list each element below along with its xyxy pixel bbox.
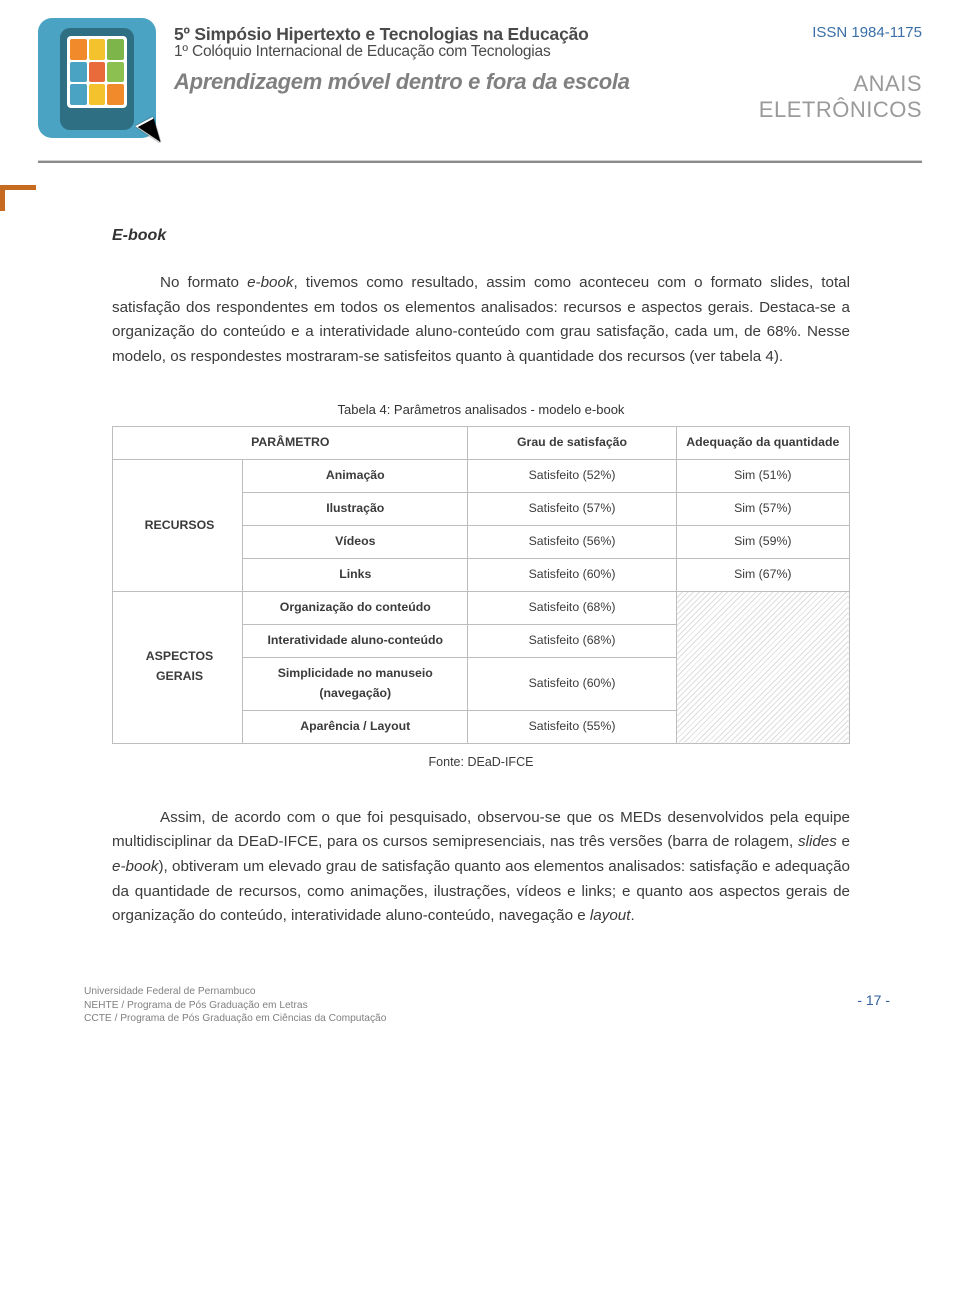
section-heading: E-book [112,223,850,249]
event-title-2: 1º Colóquio Internacional de Educação co… [174,43,674,61]
param-adeq: Sim (57%) [676,493,849,526]
param-grau: Satisfeito (60%) [468,559,676,592]
p2-g: . [630,907,634,924]
param-adeq: Sim (59%) [676,526,849,559]
anais-text: ANAIS ELETRÔNICOS [692,71,922,123]
param-adeq-empty [676,591,849,743]
header-rule-dark [38,161,922,163]
event-slogan: Aprendizagem móvel dentro e fora da esco… [174,69,674,95]
footer-line-2: NEHTE / Programa de Pós Graduação em Let… [84,999,900,1013]
table-row: RECURSOSAnimaçãoSatisfeito (52%)Sim (51%… [113,460,850,493]
p2-c: e [837,833,850,850]
p1-a: No formato [160,274,247,291]
table-row: ASPECTOS GERAISOrganização do conteúdoSa… [113,591,850,624]
page-header: 5º Simpósio Hipertexto e Tecnologias na … [0,0,960,163]
event-logo [38,18,156,138]
param-adeq: Sim (67%) [676,559,849,592]
table-caption: Tabela 4: Parâmetros analisados - modelo… [112,399,850,420]
group-recursos-label: RECURSOS [113,460,243,592]
th-grau: Grau de satisfação [468,427,676,460]
p2-b: slides [798,833,837,850]
param-name: Vídeos [243,526,468,559]
p2-a: Assim, de acordo com o que foi pesquisad… [112,809,850,851]
param-name: Organização do conteúdo [243,591,468,624]
issn-text: ISSN 1984-1175 [692,24,922,41]
p2-f: layout [590,907,631,924]
p2-d: e-book [112,858,158,875]
param-grau: Satisfeito (57%) [468,493,676,526]
p2-e: ), obtiveram um elevado grau de satisfaç… [112,858,850,924]
paragraph-1: No formato e-book, tivemos como resultad… [112,271,850,370]
event-title-block: 5º Simpósio Hipertexto e Tecnologias na … [174,18,674,95]
param-grau: Satisfeito (55%) [468,710,676,743]
param-adeq: Sim (51%) [676,460,849,493]
th-parametro: PARÂMETRO [113,427,468,460]
param-name: Interatividade aluno-conteúdo [243,624,468,657]
param-grau: Satisfeito (68%) [468,591,676,624]
footer-line-1: Universidade Federal de Pernambuco [84,985,900,999]
group-aspectos-label: ASPECTOS GERAIS [113,591,243,743]
corner-accent [0,185,36,211]
parameters-table: PARÂMETRO Grau de satisfação Adequação d… [112,426,850,743]
p1-b: e-book [247,274,293,291]
param-name: Ilustração [243,493,468,526]
page-number: - 17 - [857,992,890,1008]
th-adeq: Adequação da quantidade [676,427,849,460]
page-footer: Universidade Federal de Pernambuco NEHTE… [0,985,960,1042]
paragraph-2: Assim, de acordo com o que foi pesquisad… [112,806,850,929]
param-name: Links [243,559,468,592]
table-source: Fonte: DEaD-IFCE [112,752,850,772]
page-content: E-book No formato e-book, tivemos como r… [0,163,960,985]
event-title-1: 5º Simpósio Hipertexto e Tecnologias na … [174,24,674,45]
param-name: Aparência / Layout [243,710,468,743]
footer-line-3: CCTE / Programa de Pós Graduação em Ciên… [84,1012,900,1026]
param-grau: Satisfeito (56%) [468,526,676,559]
param-grau: Satisfeito (60%) [468,657,676,710]
param-name: Simplicidade no manuseio (navegação) [243,657,468,710]
param-grau: Satisfeito (68%) [468,624,676,657]
cursor-icon [135,117,165,149]
param-name: Animação [243,460,468,493]
param-grau: Satisfeito (52%) [468,460,676,493]
